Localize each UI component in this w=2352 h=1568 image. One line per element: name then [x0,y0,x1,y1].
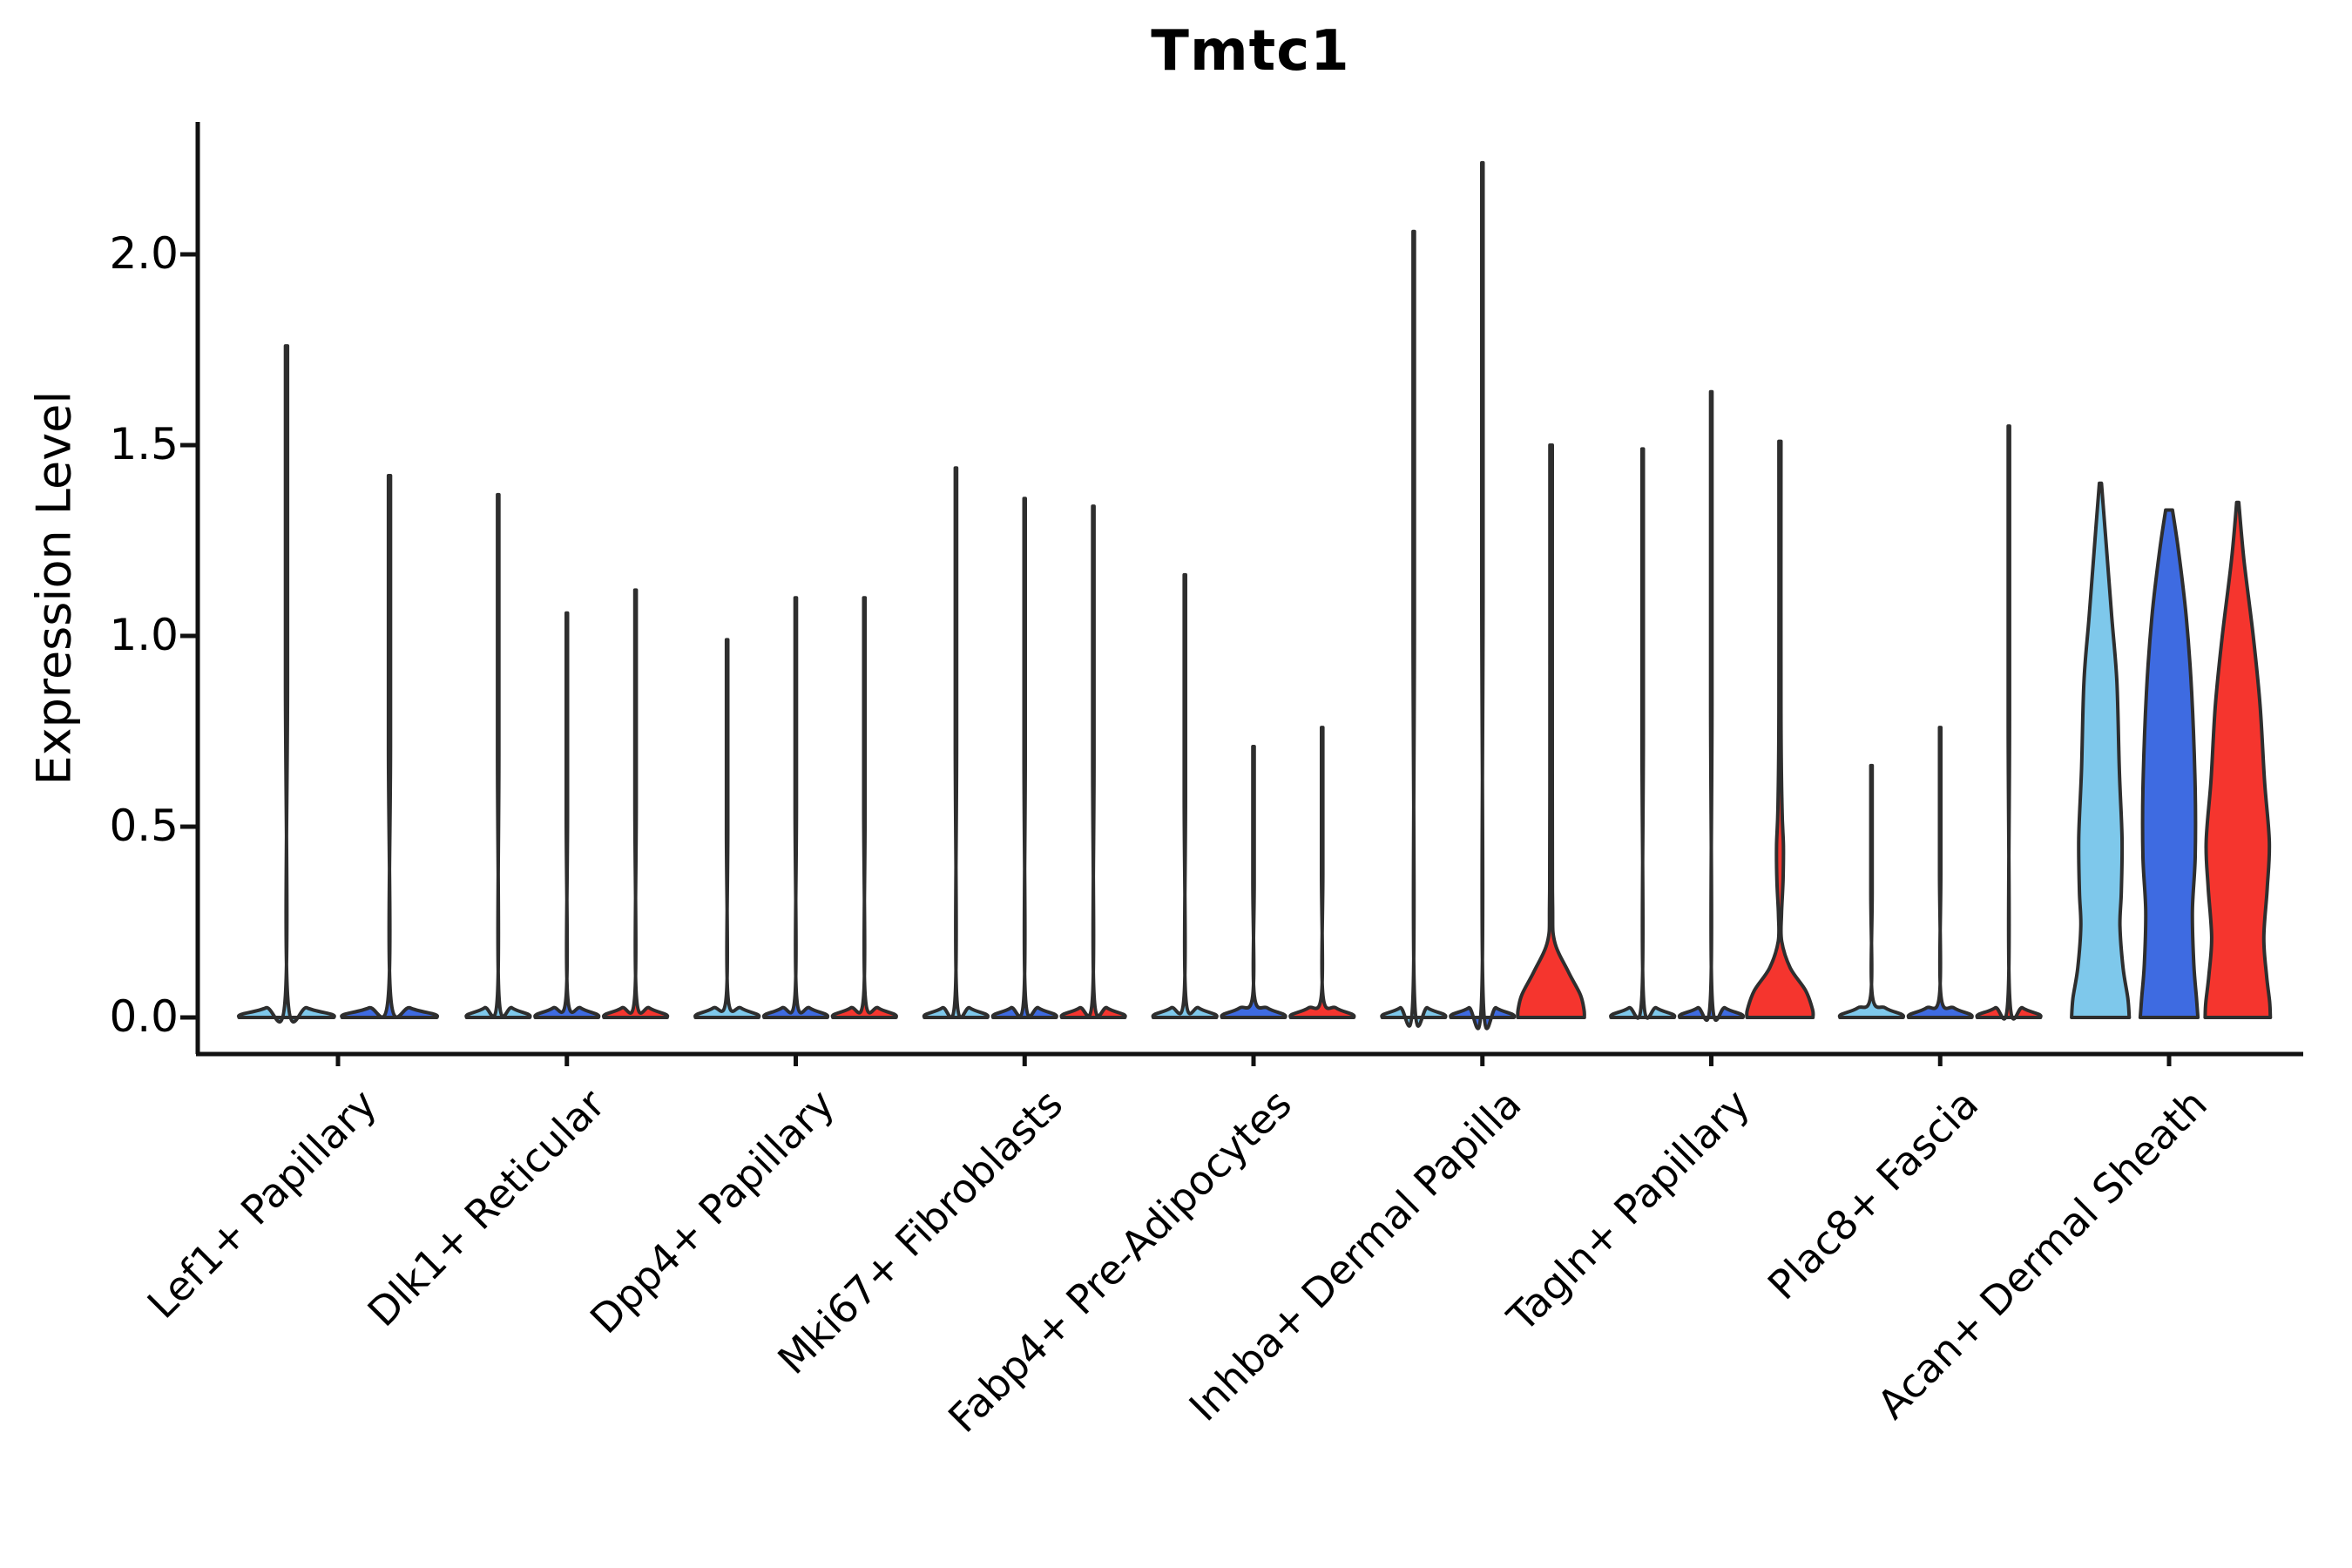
violin-dpp4-blue [761,596,830,1019]
violin-mki67-blue [990,497,1058,1019]
violin-dlk1-red [601,588,670,1019]
violin-tagln-light_blue [1609,447,1677,1020]
violin-plac8-light_blue [1837,763,1906,1019]
violin-fabp4-red [1288,726,1356,1019]
violin-tagln-red [1745,439,1815,1019]
violin-lef1-blue [340,474,440,1019]
violin-inhba-light_blue [1380,229,1448,1028]
y-tick-label: 1.5 [109,418,179,470]
violin-fabp4-light_blue [1151,572,1219,1019]
violin-inhba-red [1516,443,1586,1019]
violin-acan-blue [2138,508,2200,1019]
violin-dpp4-light_blue [693,638,761,1019]
violin-acan-red [2203,500,2273,1019]
chart-title: Tmtc1 [1151,19,1350,84]
violin-lef1-light_blue [236,344,336,1024]
violin-acan-light_blue [2070,481,2132,1019]
violin-plac8-blue [1906,726,1974,1019]
violin-dlk1-light_blue [464,492,532,1019]
violin-plac8-red [1975,424,2043,1021]
y-tick-label: 1.0 [109,609,179,660]
y-tick-label: 2.0 [109,227,179,279]
violin-inhba-blue [1449,160,1517,1031]
violin-dlk1-blue [533,611,601,1019]
violin-dpp4-red [830,596,898,1019]
violin-mki67-red [1059,504,1127,1019]
y-tick-label: 0.5 [109,800,179,851]
y-tick-label: 0.0 [109,990,179,1042]
violin-fabp4-blue [1220,745,1288,1019]
violin-mki67-light_blue [922,466,990,1019]
violin-tagln-blue [1677,389,1746,1023]
